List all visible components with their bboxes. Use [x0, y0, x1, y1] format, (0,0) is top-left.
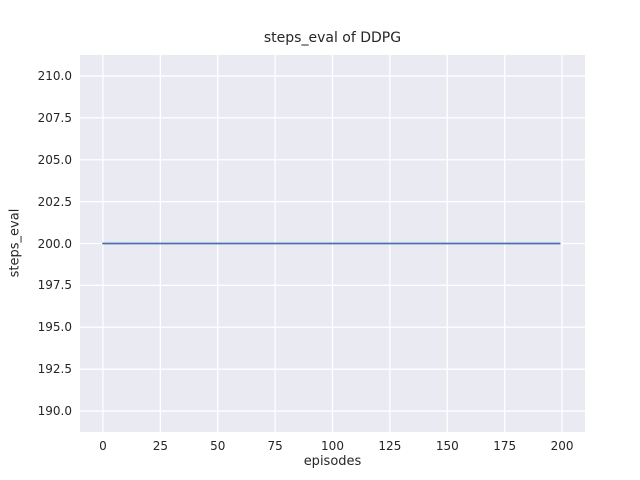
- x-tick-label: 75: [267, 439, 283, 453]
- y-tick-label: 205.0: [37, 152, 72, 167]
- x-tick-label: 0: [99, 439, 107, 453]
- chart-title: steps_eval of DDPG: [263, 30, 402, 46]
- x-tick-label: 150: [435, 439, 459, 453]
- y-tick-label: 197.5: [37, 278, 72, 293]
- y-tick-label: 202.5: [37, 194, 72, 209]
- y-tick-label: 200.0: [37, 236, 72, 251]
- y-tick-label: 207.5: [37, 110, 72, 125]
- x-tick-label: 125: [378, 439, 402, 453]
- x-tick-label: 175: [493, 439, 517, 453]
- y-tick-label: 190.0: [37, 404, 72, 419]
- x-tick-label: 100: [321, 439, 344, 453]
- line-plot-svg: [80, 55, 585, 432]
- y-tick-label: 210.0: [37, 68, 72, 83]
- plot-area: [80, 55, 585, 432]
- y-tick-label: 195.0: [37, 320, 72, 335]
- x-tick-label: 25: [152, 439, 168, 453]
- x-tick-label: 50: [210, 439, 226, 453]
- y-tick-label: 192.5: [37, 362, 72, 377]
- x-tick-label: 200: [550, 439, 574, 453]
- x-axis-label: episodes: [303, 454, 362, 469]
